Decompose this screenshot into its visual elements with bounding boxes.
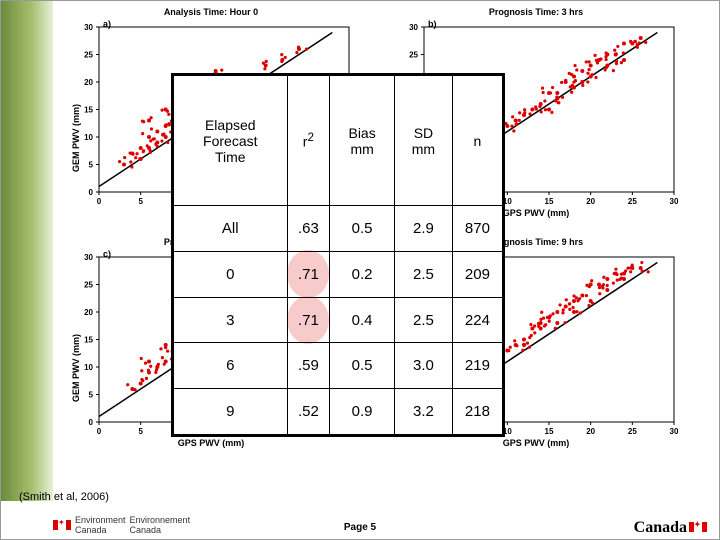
table-cell: 0	[174, 252, 288, 298]
svg-text:25: 25	[84, 51, 93, 60]
table-cell: 3.0	[395, 343, 453, 389]
svg-text:30: 30	[84, 23, 93, 32]
table-cell: 0.9	[330, 389, 395, 435]
table-cell: 224	[452, 297, 502, 343]
table-cell: 6	[174, 343, 288, 389]
x-axis-label: GPS PWV (mm)	[61, 438, 361, 448]
table-cell: .63	[287, 206, 330, 252]
panel-label: c)	[103, 249, 111, 259]
svg-text:25: 25	[628, 197, 637, 206]
panel-title: Analysis Time: Hour 0	[61, 7, 361, 17]
canada-wordmark: Canada	[634, 519, 707, 537]
table-header: Biasmm	[330, 76, 395, 206]
svg-text:0: 0	[97, 427, 102, 436]
svg-text:0: 0	[97, 197, 102, 206]
svg-text:20: 20	[586, 197, 595, 206]
svg-text:5: 5	[89, 391, 94, 400]
table-cell: .52	[287, 389, 330, 435]
x-axis-label: GPS PWV (mm)	[386, 438, 686, 448]
table-cell: 9	[174, 389, 288, 435]
svg-text:0: 0	[89, 418, 94, 427]
svg-text:5: 5	[89, 161, 94, 170]
page-number: Page 5	[1, 522, 719, 533]
svg-text:15: 15	[545, 427, 554, 436]
svg-text:15: 15	[84, 336, 93, 345]
svg-text:5: 5	[138, 197, 143, 206]
table-cell: 2.9	[395, 206, 453, 252]
svg-text:25: 25	[84, 281, 93, 290]
table-header: r2	[287, 76, 330, 206]
svg-text:15: 15	[545, 197, 554, 206]
green-side-bar	[1, 1, 53, 501]
table-header: ElapsedForecastTime	[174, 76, 288, 206]
svg-text:10: 10	[84, 363, 93, 372]
table-cell: .59	[287, 343, 330, 389]
citation: (Smith et al, 2006)	[19, 491, 109, 503]
table-header: SDmm	[395, 76, 453, 206]
stats-table: ElapsedForecastTimer2BiasmmSDmmnAll.630.…	[171, 73, 505, 437]
flag-icon	[689, 522, 707, 532]
svg-text:20: 20	[586, 427, 595, 436]
table-cell: 0.4	[330, 297, 395, 343]
svg-text:30: 30	[670, 197, 679, 206]
svg-text:0: 0	[89, 188, 94, 197]
table-cell: 2.5	[395, 297, 453, 343]
table-cell: 219	[452, 343, 502, 389]
svg-text:20: 20	[84, 78, 93, 87]
table-header: n	[452, 76, 502, 206]
table-cell: 0.5	[330, 206, 395, 252]
panel-label: b)	[428, 19, 437, 29]
svg-text:10: 10	[84, 133, 93, 142]
panel-title: Prognosis Time: 3 hrs	[386, 7, 686, 17]
table-cell: All	[174, 206, 288, 252]
y-axis-label: GEM PWV (mm)	[71, 104, 81, 172]
svg-text:30: 30	[670, 427, 679, 436]
svg-text:25: 25	[628, 427, 637, 436]
table-cell: 0.5	[330, 343, 395, 389]
svg-text:30: 30	[84, 253, 93, 262]
svg-text:20: 20	[84, 308, 93, 317]
table-cell: 3	[174, 297, 288, 343]
table-cell: 2.5	[395, 252, 453, 298]
footer: Environment Canada Environnement Canada …	[1, 507, 719, 539]
table-cell: 3.2	[395, 389, 453, 435]
y-axis-label: GEM PWV (mm)	[71, 334, 81, 402]
table-cell: 870	[452, 206, 502, 252]
svg-text:25: 25	[409, 51, 418, 60]
table-cell: 209	[452, 252, 502, 298]
table-cell: .71	[287, 297, 330, 343]
svg-text:5: 5	[138, 427, 143, 436]
svg-text:30: 30	[409, 23, 418, 32]
slide: a) Analysis Time: Hour 0 GEM PWV (mm) GPS P…	[0, 0, 720, 540]
svg-text:15: 15	[84, 106, 93, 115]
table-cell: 218	[452, 389, 502, 435]
table-cell: .71	[287, 252, 330, 298]
table-cell: 0.2	[330, 252, 395, 298]
panel-label: a)	[103, 19, 111, 29]
